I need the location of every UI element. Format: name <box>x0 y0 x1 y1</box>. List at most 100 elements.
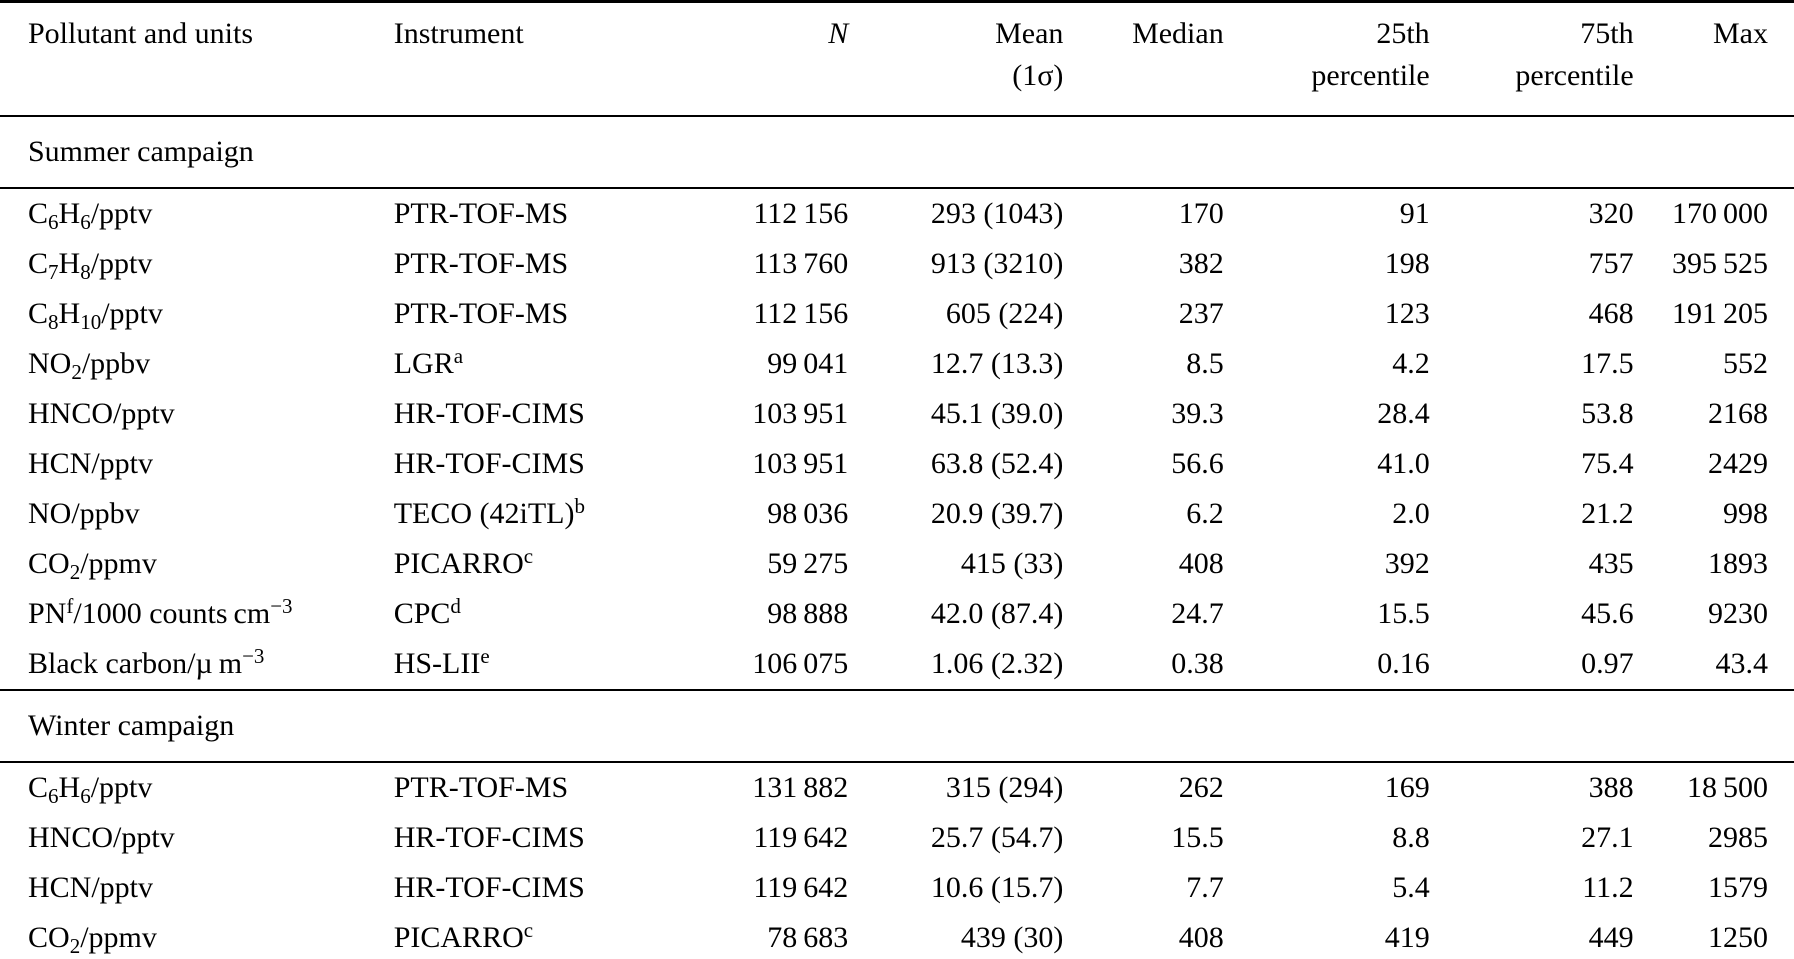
pollutant-cell: HCN/pptv <box>28 447 154 480</box>
n-cell: 98 036 <box>767 497 849 530</box>
n-cell: 78 683 <box>767 921 849 954</box>
pollutant-cell: NO2/ppbv <box>28 347 151 384</box>
median-cell: 7.7 <box>1186 871 1224 904</box>
p25-cell: 169 <box>1384 771 1430 804</box>
section-body-0: C6H6/pptv PTR-TOF-MS 112 156 293 (1043) 170 9… <box>0 188 1794 690</box>
mean-cell: 439 (30) <box>960 921 1064 954</box>
section-title-row: Winter campaign <box>0 690 1794 762</box>
max-cell: 2429 <box>1708 447 1768 480</box>
p75-cell: 468 <box>1588 297 1634 330</box>
max-cell: 552 <box>1723 347 1768 380</box>
p75-cell: 320 <box>1588 197 1634 230</box>
n-cell: 112 156 <box>753 297 849 330</box>
n-cell: 119 642 <box>753 871 849 904</box>
col-header-25th-percentile: 25th percentile <box>1224 2 1430 117</box>
mean-cell: 63.8 (52.4) <box>930 447 1064 480</box>
p25-cell: 4.2 <box>1392 347 1430 380</box>
col-header-instrument: Instrument <box>394 2 676 117</box>
p75-cell: 75.4 <box>1581 447 1634 480</box>
pollutant-cell: HNCO/pptv <box>28 397 175 430</box>
col-header-mean-line1: Mean <box>995 17 1064 50</box>
col-header-25th-line2: percentile <box>1311 59 1430 92</box>
median-cell: 262 <box>1178 771 1224 804</box>
col-header-pollutant-label: Pollutant and units <box>28 17 253 50</box>
table-row: HNCO/pptv HR-TOF-CIMS 119 642 25.7 (54.7) 15… <box>0 813 1794 863</box>
p25-cell: 0.16 <box>1377 647 1430 680</box>
instrument-cell: PTR-TOF-MS <box>393 247 569 280</box>
mean-cell: 315 (294) <box>945 771 1064 804</box>
instrument-cell: HS-LIIe <box>393 643 490 680</box>
mean-cell: 10.6 (15.7) <box>930 871 1064 904</box>
table-row: CO2/ppmv PICARROc 78 683 439 (30) 408 419 449 1… <box>0 913 1794 959</box>
p75-cell: 17.5 <box>1581 347 1634 380</box>
pollutant-cell: PNf/1000 counts cm−3 <box>28 593 293 630</box>
section-head-0: Summer campaign <box>0 116 1794 188</box>
max-cell: 1579 <box>1708 871 1768 904</box>
mean-cell: 293 (1043) <box>930 197 1064 230</box>
instrument-cell: CPCd <box>393 593 461 630</box>
p75-cell: 53.8 <box>1581 397 1634 430</box>
p75-cell: 0.97 <box>1581 647 1634 680</box>
median-cell: 24.7 <box>1171 597 1224 630</box>
median-cell: 39.3 <box>1171 397 1224 430</box>
pollutant-cell: C8H10/pptv <box>28 297 163 334</box>
table-row: NO2/ppbv LGRa 99 041 12.7 (13.3) 8.5 4.2 17.5 5… <box>0 339 1794 389</box>
table-row: HCN/pptv HR-TOF-CIMS 103 951 63.8 (52.4) 56.… <box>0 439 1794 489</box>
col-header-n: N <box>676 2 848 117</box>
median-cell: 170 <box>1178 197 1224 230</box>
instrument-cell: PICARROc <box>393 917 534 954</box>
median-cell: 408 <box>1178 921 1224 954</box>
col-header-instrument-label: Instrument <box>393 17 524 50</box>
p25-cell: 123 <box>1384 297 1430 330</box>
section-title: Summer campaign <box>28 135 254 168</box>
p75-cell: 449 <box>1588 921 1634 954</box>
p25-cell: 5.4 <box>1392 871 1430 904</box>
col-header-75th-line1: 75th <box>1580 17 1634 50</box>
p75-cell: 388 <box>1588 771 1634 804</box>
col-header-median-label: Median <box>1132 17 1224 50</box>
median-cell: 237 <box>1178 297 1224 330</box>
mean-cell: 12.7 (13.3) <box>930 347 1064 380</box>
median-cell: 382 <box>1178 247 1224 280</box>
median-cell: 15.5 <box>1171 821 1224 854</box>
p25-cell: 419 <box>1384 921 1430 954</box>
section-title-row: Summer campaign <box>0 116 1794 188</box>
max-cell: 2168 <box>1708 397 1768 430</box>
pollutant-cell: HCN/pptv <box>28 871 154 904</box>
max-cell: 18 500 <box>1686 771 1768 804</box>
col-header-mean: Mean (1σ) <box>848 2 1063 117</box>
p25-cell: 2.0 <box>1392 497 1430 530</box>
max-cell: 1250 <box>1708 921 1768 954</box>
col-header-mean-line2: (1σ) <box>1012 59 1064 92</box>
n-cell: 113 760 <box>753 247 849 280</box>
max-cell: 2985 <box>1708 821 1768 854</box>
pollutant-cell: Black carbon/µ m−3 <box>28 643 265 680</box>
instrument-cell: HR-TOF-CIMS <box>393 397 585 430</box>
pollutant-cell: C7H8/pptv <box>28 247 153 284</box>
n-cell: 131 882 <box>752 771 849 804</box>
table-row: PNf/1000 counts cm−3 CPCd 98 888 42.0 (87.4… <box>0 589 1794 639</box>
n-cell: 99 041 <box>767 347 849 380</box>
median-cell: 0.38 <box>1171 647 1224 680</box>
mean-cell: 45.1 (39.0) <box>930 397 1064 430</box>
col-header-pollutant: Pollutant and units <box>0 2 394 117</box>
instrument-cell: LGRa <box>393 343 464 380</box>
instrument-cell: TECO (42iTL)b <box>393 493 585 530</box>
section-body-1: C6H6/pptv PTR-TOF-MS 131 882 315 (294) 262 16… <box>0 762 1794 959</box>
table-row: CO2/ppmv PICARROc 59 275 415 (33) 408 392 435 1… <box>0 539 1794 589</box>
p25-cell: 8.8 <box>1392 821 1430 854</box>
table-row: C7H8/pptv PTR-TOF-MS 113 760 913 (3210) 382 1… <box>0 239 1794 289</box>
instrument-cell: PICARROc <box>393 543 534 580</box>
col-header-median: Median <box>1063 2 1224 117</box>
table-row: HCN/pptv HR-TOF-CIMS 119 642 10.6 (15.7) 7.7… <box>0 863 1794 913</box>
p75-cell: 45.6 <box>1581 597 1634 630</box>
n-cell: 103 951 <box>752 397 849 430</box>
col-header-75th-line2: percentile <box>1515 59 1634 92</box>
p25-cell: 41.0 <box>1377 447 1430 480</box>
instrument-cell: HR-TOF-CIMS <box>393 821 585 854</box>
pollutant-cell: C6H6/pptv <box>28 197 153 234</box>
instrument-cell: PTR-TOF-MS <box>393 197 569 230</box>
instrument-cell: HR-TOF-CIMS <box>393 447 585 480</box>
